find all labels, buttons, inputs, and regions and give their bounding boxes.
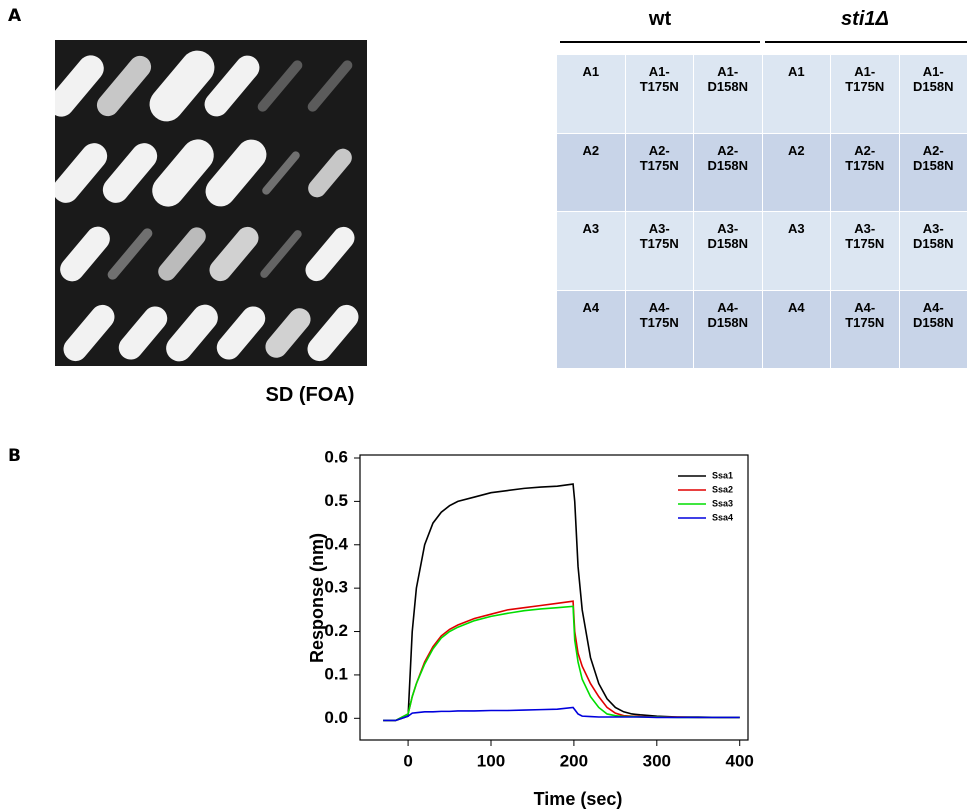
table-cell: A2- D158N [694,133,762,211]
table-cell: A1 [762,55,830,133]
y-tick-label: 0.5 [324,491,348,510]
legend-label: Ssa1 [712,470,733,480]
panel-label: B [8,446,21,466]
table-cell: A4- T175N [831,290,899,368]
strain-table: A1 A1- T175N A1- D158N A1 A1- T175N A1- D158N… [557,55,967,368]
x-tick-label: 100 [477,751,505,770]
table-cell: A4- T175N [625,290,693,368]
y-tick-label: 0.6 [324,447,348,466]
table-cell: A4 [557,290,625,368]
series-line [383,483,740,722]
table-cell: A2 [762,133,830,211]
x-tick-label: 0 [403,751,412,770]
table-cell: A3- T175N [625,212,693,290]
table-cell: A3- D158N [694,212,762,290]
y-tick-label: 0.2 [324,621,348,640]
table-cell: A1- T175N [625,55,693,133]
table-cell: A1- D158N [694,55,762,133]
series-line [383,605,740,722]
y-tick-label: 0.1 [324,664,348,683]
y-tick-label: 0.0 [324,708,348,727]
table-cell: A3 [762,212,830,290]
table-cell: A1- T175N [831,55,899,133]
plate-photo [55,40,367,366]
x-tick-label: 300 [643,751,671,770]
table-cell: A3 [557,212,625,290]
group-rule [765,41,967,43]
table-cell: A4- D158N [899,290,967,368]
legend-label: Ssa3 [712,498,733,508]
y-axis-title: Response (nm) [307,533,327,663]
y-tick-label: 0.3 [324,578,348,597]
group-label: sti1Δ [841,8,889,30]
table-cell: A2- T175N [625,133,693,211]
x-tick-label: 200 [560,751,588,770]
plot-frame [359,454,749,741]
group-rule [560,41,760,43]
table-cell: A4 [762,290,830,368]
table-cell: A2- D158N [899,133,967,211]
table-cell: A1 [557,55,625,133]
series-line [383,600,740,722]
table-cell: A3- D158N [899,212,967,290]
panel-label: A [8,6,22,26]
legend-label: Ssa2 [712,484,733,494]
x-axis-title: Time (sec) [534,789,623,809]
legend-label: Ssa4 [712,512,733,522]
x-tick-label: 400 [726,751,754,770]
y-tick-label: 0.4 [324,534,348,553]
table-cell: A2 [557,133,625,211]
table-cell: A3- T175N [831,212,899,290]
series-line [383,706,740,722]
plate-caption: SD (FOA) [265,384,355,406]
table-cell: A2- T175N [831,133,899,211]
group-label: wt [648,8,672,30]
table-cell: A4- D158N [694,290,762,368]
table-cell: A1- D158N [899,55,967,133]
